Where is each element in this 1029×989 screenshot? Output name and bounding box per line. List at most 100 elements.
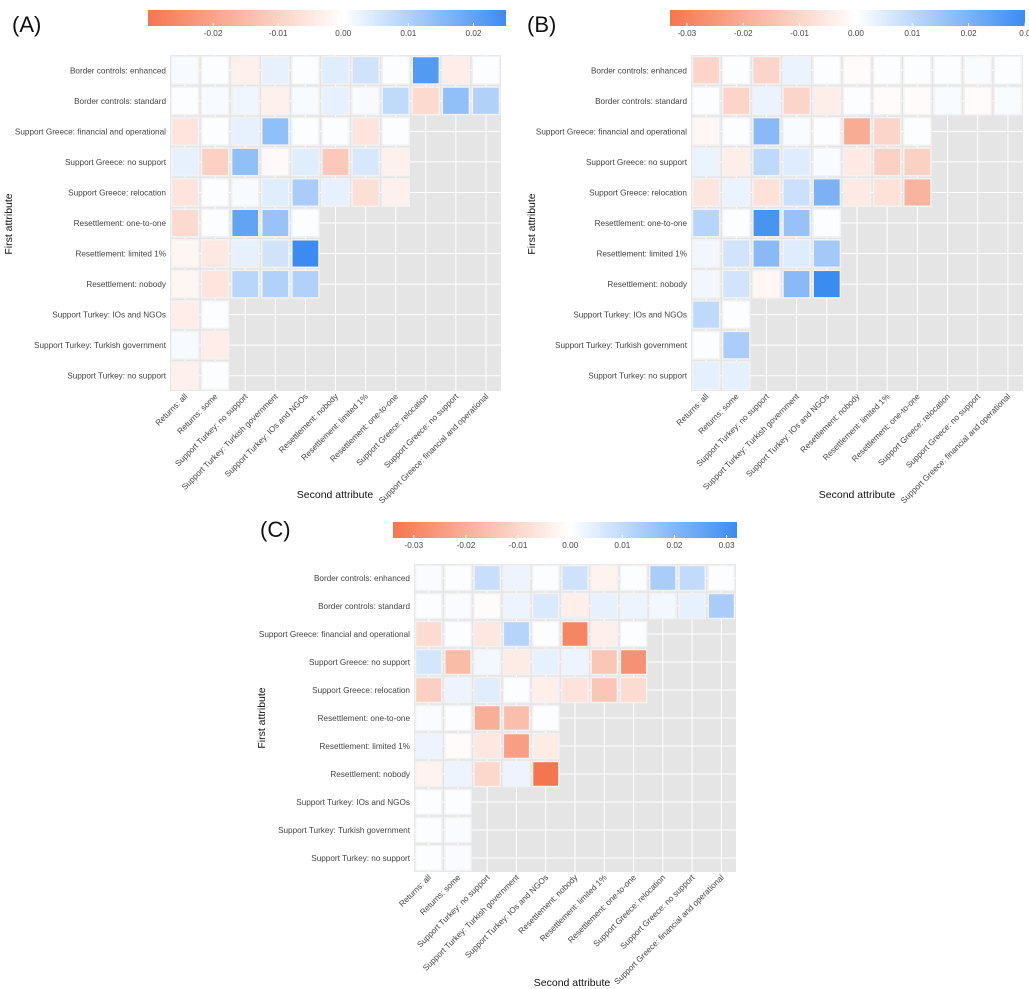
heatmap-cell <box>531 704 560 732</box>
heatmap-cell <box>691 177 721 207</box>
heatmap-cell <box>752 239 781 269</box>
column-label: Support Greece: financial and operationa… <box>899 392 1012 505</box>
heatmap-cell <box>444 620 472 648</box>
heatmap-cell <box>812 269 842 299</box>
row-label: Resettlement: nobody <box>607 280 688 289</box>
heatmap-cell <box>200 269 230 299</box>
row-label: Support Turkey: IOs and NGOs <box>52 311 166 320</box>
heatmap-cell <box>531 564 560 592</box>
x-axis-title: Second attribute <box>819 489 896 501</box>
heatmap-cell <box>842 116 872 146</box>
heatmap-cell <box>261 177 290 207</box>
heatmap-cell <box>170 116 200 146</box>
heatmap-cell <box>291 269 320 299</box>
heatmap-cell <box>471 55 501 85</box>
heatmap-cell <box>561 592 589 620</box>
heatmap-cell <box>200 300 230 330</box>
heatmap-cell <box>721 300 751 330</box>
row-label: Support Greece: relocation <box>589 188 687 197</box>
heatmap-cell <box>381 86 410 116</box>
heatmap-cell <box>261 116 290 146</box>
heatmap-cell <box>291 177 320 207</box>
heatmap-cell <box>590 592 619 620</box>
colorbar-tick-label: 0.01 <box>904 29 920 38</box>
heatmap-cell <box>707 592 736 620</box>
heatmap-cell <box>691 330 721 360</box>
colorbar-tick-label: -0.01 <box>790 29 809 38</box>
row-label: Resettlement: one-to-one <box>74 219 167 228</box>
heatmap-cell <box>691 269 721 299</box>
heatmap-cell <box>381 55 410 85</box>
colorbar-tick-label: -0.01 <box>269 29 288 38</box>
heatmap-cell <box>782 239 811 269</box>
heatmap-cell <box>782 116 811 146</box>
heatmap-cell <box>261 239 290 269</box>
heatmap-cell <box>444 704 472 732</box>
heatmap-cell <box>473 704 502 732</box>
heatmap-cell <box>200 55 230 85</box>
heatmap-cell <box>531 732 560 760</box>
heatmap-cell <box>200 177 230 207</box>
heatmap-cell <box>752 116 781 146</box>
row-label: Resettlement: limited 1% <box>596 250 687 259</box>
heatmap-cell <box>721 239 751 269</box>
heatmap-cell <box>261 147 290 177</box>
y-axis-title: First attribute <box>526 193 538 254</box>
colorbar-tick-label: -0.03 <box>405 541 424 550</box>
heatmap-cell <box>414 648 443 676</box>
colorbar <box>670 10 1025 26</box>
heatmap-cell <box>691 86 721 116</box>
heatmap-cell <box>872 177 902 207</box>
heatmap-cell <box>752 86 781 116</box>
heatmap-cell <box>321 116 350 146</box>
heatmap-cell <box>414 592 443 620</box>
heatmap-cell <box>414 564 443 592</box>
panel-a: (A) -0.02 -0.01 0.00 0.01 0.02 Border controls… <box>3 10 506 505</box>
colorbar-tick-label: 0.00 <box>848 29 864 38</box>
heatmap-cell <box>502 732 531 760</box>
heatmap-cell <box>261 208 290 238</box>
row-label: Support Turkey: IOs and NGOs <box>573 311 687 320</box>
heatmap-cell <box>721 361 751 391</box>
heatmap-cell <box>812 86 842 116</box>
panel-b: (B) -0.03 -0.02 -0.01 0.00 0.01 0.02 0.0 Border … <box>526 10 1029 505</box>
heatmap-cell <box>782 208 811 238</box>
heatmap-cell <box>444 760 472 788</box>
heatmap-cell <box>707 564 736 592</box>
heatmap-cell <box>291 147 320 177</box>
heatmap-cell <box>170 177 200 207</box>
panel-label: (B) <box>527 12 556 37</box>
heatmap-cell <box>414 844 443 872</box>
heatmap-cell <box>291 55 320 85</box>
heatmap-cell <box>444 844 472 872</box>
heatmap-cell <box>782 177 811 207</box>
heatmap-cell <box>261 86 290 116</box>
heatmap-cell <box>321 86 350 116</box>
heatmap-cell <box>291 116 320 146</box>
heatmap-cell <box>752 269 781 299</box>
colorbar-tick-label: 0.00 <box>562 541 578 550</box>
heatmap-cell <box>812 116 842 146</box>
row-label: Resettlement: one-to-one <box>595 219 688 228</box>
heatmap-cell <box>903 55 932 85</box>
heatmap-cell <box>200 208 230 238</box>
heatmap-cell <box>351 86 380 116</box>
heatmap-cell <box>933 55 962 85</box>
heatmap-cell <box>963 55 993 85</box>
heatmap-cell <box>381 147 410 177</box>
heatmap-cell <box>678 564 706 592</box>
heatmap-cell <box>842 55 872 85</box>
column-label: Support Greece: financial and operationa… <box>613 873 726 986</box>
column-label: Resettlement: nobody <box>277 391 340 454</box>
heatmap-cell <box>721 116 751 146</box>
heatmap-cell <box>321 177 350 207</box>
row-label: Support Turkey: IOs and NGOs <box>296 798 410 807</box>
heatmap-cell <box>903 86 932 116</box>
column-label: Support Greece: financial and operationa… <box>377 392 490 505</box>
row-label: Resettlement: limited 1% <box>75 250 166 259</box>
colorbar <box>148 10 506 26</box>
row-label: Support Greece: relocation <box>312 686 410 695</box>
heatmap-cell <box>619 592 648 620</box>
heatmap-cell <box>414 788 443 816</box>
